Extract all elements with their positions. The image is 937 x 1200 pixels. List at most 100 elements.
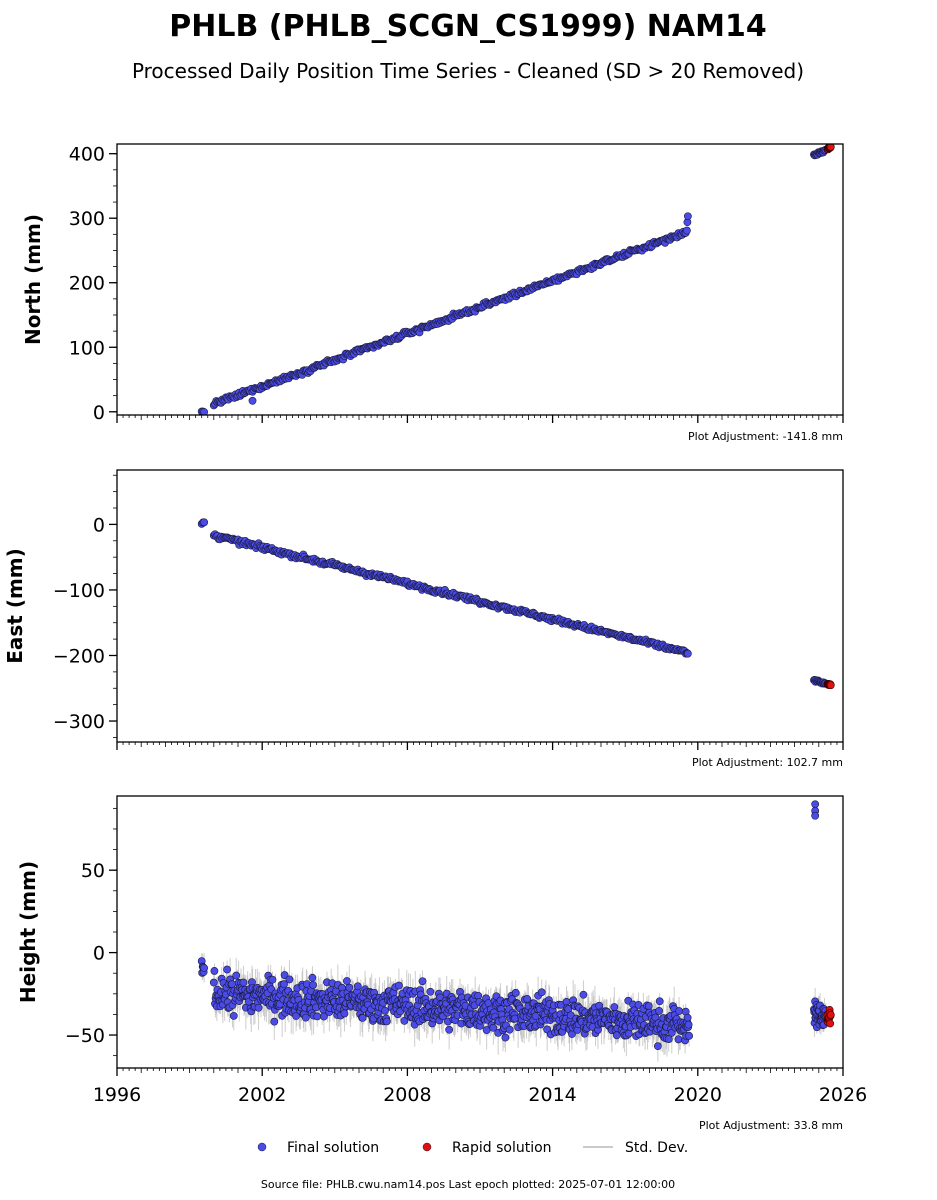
y-tick-label: 0 (93, 514, 105, 536)
final-point (353, 982, 362, 991)
final-point (313, 1012, 322, 1021)
chart-title: PHLB (PHLB_SCGN_CS1999) NAM14 (169, 9, 766, 44)
legend-swatch (422, 1142, 432, 1152)
y-axis-label: Height (mm) (16, 861, 40, 1003)
final-point (223, 965, 232, 974)
final-point (345, 983, 354, 992)
legend-label: Std. Dev. (625, 1140, 688, 1156)
final-point (505, 1025, 514, 1034)
panel-north: 0 100 200 300 400 North (mm) Plot Adjustment: … (21, 143, 844, 443)
final-point (684, 1020, 693, 1029)
plot-area-east (197, 518, 835, 690)
final-point (248, 396, 257, 405)
y-ticks-north: 0 100 200 300 400 (69, 144, 117, 424)
y-ticks-height: −50 0 50 (65, 807, 117, 1057)
plot-area-height (197, 800, 835, 1062)
final-point (653, 1042, 662, 1051)
x-tick-label: 1996 (93, 1084, 141, 1106)
final-point (655, 1006, 663, 1015)
final-point (270, 1017, 279, 1026)
legend: Final solution Rapid solution Std. Dev. (257, 1140, 688, 1156)
x-tick-label: 2026 (819, 1084, 867, 1106)
final-point (209, 978, 218, 987)
final-point (537, 988, 546, 997)
final-point (382, 1017, 391, 1026)
y-tick-label: 100 (69, 337, 105, 359)
final-point (426, 987, 435, 996)
final-point (811, 800, 820, 809)
y-ticks-east: −300 −200 −100 0 (53, 474, 117, 738)
y-axis-label: North (mm) (21, 214, 45, 345)
final-point (683, 1013, 692, 1022)
final-point (320, 1012, 328, 1021)
final-point (254, 1003, 263, 1012)
final-point (395, 981, 403, 990)
y-tick-label: 300 (69, 208, 105, 230)
rapid-points-east (823, 679, 835, 690)
final-point (655, 997, 664, 1006)
panels: 0 100 200 300 400 North (mm) Plot Adjustment: … (3, 143, 867, 1132)
final-point (229, 1011, 238, 1020)
final-point (644, 1002, 653, 1010)
final-point (268, 975, 277, 984)
plot-adjustment-note: Plot Adjustment: 102.7 mm (692, 756, 843, 769)
legend-label: Final solution (287, 1140, 379, 1156)
y-tick-label: −200 (53, 645, 105, 667)
rapid-points-north (823, 144, 835, 154)
final-point (811, 811, 820, 820)
plot-area-north (197, 144, 835, 415)
legend-label: Rapid solution (452, 1140, 552, 1156)
final-point (358, 1013, 367, 1022)
final-point (301, 1013, 310, 1022)
final-point (683, 649, 692, 658)
rapid-point (826, 681, 835, 690)
final-point (280, 980, 288, 989)
final-point (489, 1023, 498, 1032)
panel-height: −50 0 50 Height (mm) Plot Adjustment: 33.8 m… (16, 795, 867, 1132)
x-tick-label: 2008 (383, 1084, 431, 1106)
rapid-point (826, 1019, 835, 1028)
final-point (674, 1035, 683, 1044)
plot-adjustment-note: Plot Adjustment: -141.8 mm (688, 430, 843, 443)
y-tick-label: 0 (93, 402, 105, 424)
x-tick-label: 2014 (528, 1084, 576, 1106)
final-points-height (197, 800, 830, 1051)
final-point (239, 978, 248, 987)
final-point (342, 977, 351, 985)
final-point (683, 212, 692, 221)
legend-item-final: Final solution (257, 1140, 379, 1156)
chart-subtitle: Processed Daily Position Time Series - C… (132, 59, 804, 83)
final-point (511, 988, 520, 997)
final-point (531, 1012, 540, 1021)
final-point (675, 1007, 683, 1015)
final-point (232, 971, 241, 980)
final-point (501, 1033, 510, 1042)
plot-adjustment-note: Plot Adjustment: 33.8 mm (699, 1119, 843, 1132)
y-axis-label: East (mm) (3, 548, 27, 664)
final-point (418, 977, 427, 986)
y-tick-label: 0 (93, 943, 105, 965)
final-point (685, 1031, 693, 1040)
final-point (340, 1009, 349, 1018)
x-ticks-east (116, 742, 844, 750)
final-point (400, 1016, 409, 1025)
y-tick-label: −50 (65, 1025, 105, 1047)
y-tick-label: 400 (69, 144, 105, 166)
legend-swatch (257, 1142, 267, 1152)
x-tick-label: 2020 (674, 1084, 722, 1106)
y-tick-label: −100 (53, 580, 105, 602)
final-point (210, 967, 219, 975)
final-point (664, 1035, 673, 1044)
final-points-north (197, 145, 830, 415)
x-ticks-north (116, 415, 844, 423)
final-point (624, 1029, 633, 1038)
panel-frame (116, 143, 844, 416)
final-point (308, 973, 317, 982)
final-point (579, 990, 588, 999)
x-ticks-height (116, 1068, 844, 1076)
rapid-point (826, 1010, 835, 1019)
y-tick-label: −300 (53, 711, 105, 733)
panel-east: −300 −200 −100 0 East (mm) Plot Adjustment: 1… (3, 469, 844, 769)
y-tick-label: 50 (81, 860, 105, 882)
final-point (610, 1003, 619, 1011)
